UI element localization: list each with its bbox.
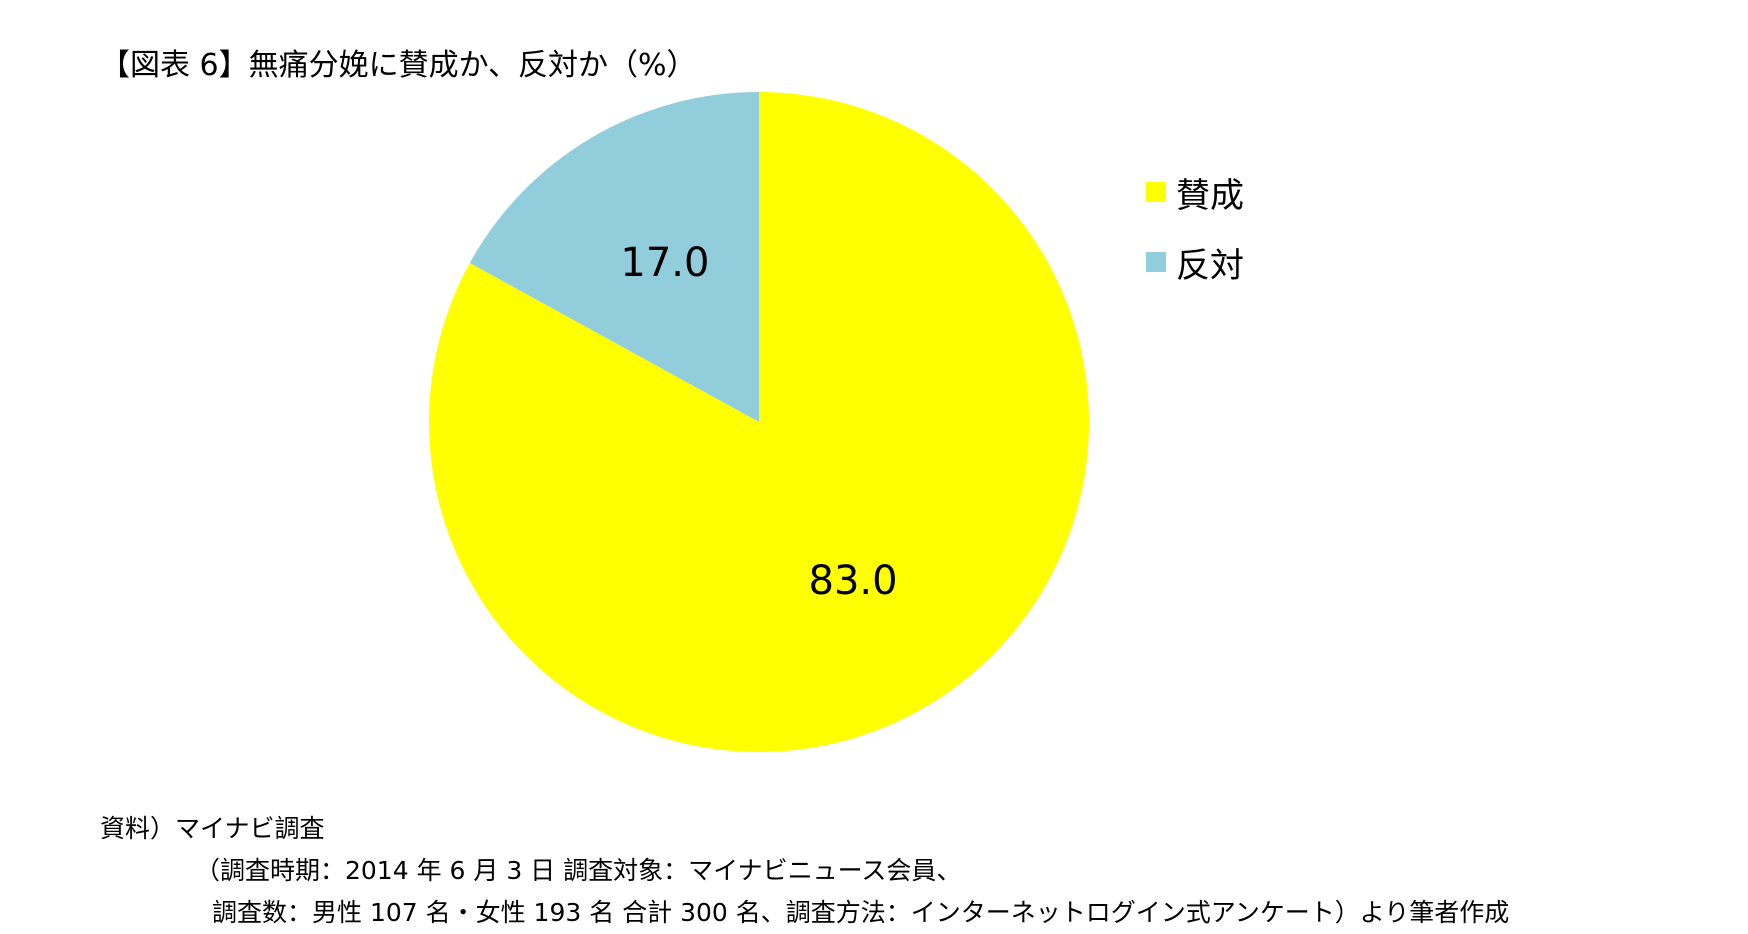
legend-label-0: 賛成 xyxy=(1176,175,1244,216)
pie-data-label-0: 83.0 xyxy=(809,558,898,604)
pie-slices xyxy=(428,92,1089,752)
legend-item-0: 賛成 xyxy=(1146,172,1244,216)
pie-data-label-1: 17.0 xyxy=(620,240,709,286)
chart-title: 【図表 6】無痛分娩に賛成か、反対か（%） xyxy=(100,48,697,83)
source-line-3: 調査数：男性 107 名・女性 193 名 合計 300 名、調査方法：インター… xyxy=(212,898,1510,927)
legend-swatch-1 xyxy=(1146,252,1166,272)
source-note: 資料）マイナビ調査 （調査時期：2014 年 6 月 3 日 調査対象：マイナビ… xyxy=(100,808,1509,934)
legend-item-1: 反対 xyxy=(1146,242,1244,286)
pie-slice-1 xyxy=(469,92,759,422)
legend-label-1: 反対 xyxy=(1176,245,1244,286)
legend: 賛成 反対 xyxy=(1146,172,1244,312)
legend-swatch-0 xyxy=(1146,182,1166,202)
source-line-2: （調査時期：2014 年 6 月 3 日 調査対象：マイナビニュース会員、 xyxy=(195,856,962,885)
pie-data-labels: 83.0 17.0 xyxy=(620,240,897,604)
source-line-1: 資料）マイナビ調査 xyxy=(100,814,325,843)
